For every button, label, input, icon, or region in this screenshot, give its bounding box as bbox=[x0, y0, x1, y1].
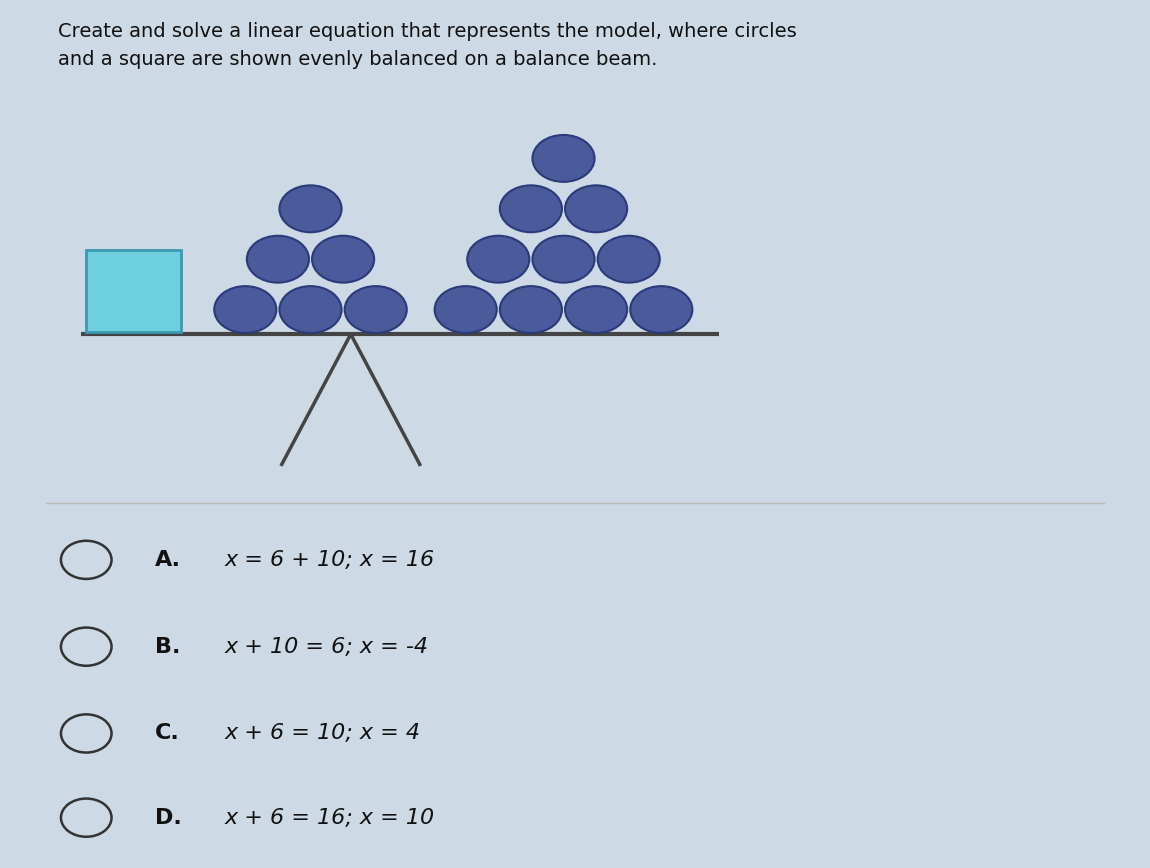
Text: x = 6 + 10; x = 16: x = 6 + 10; x = 16 bbox=[224, 549, 435, 570]
Ellipse shape bbox=[565, 186, 627, 233]
Text: C.: C. bbox=[155, 723, 181, 744]
Ellipse shape bbox=[345, 286, 407, 333]
Ellipse shape bbox=[435, 286, 497, 333]
Text: x + 10 = 6; x = -4: x + 10 = 6; x = -4 bbox=[224, 636, 428, 657]
Text: x + 6 = 10; x = 4: x + 6 = 10; x = 4 bbox=[224, 723, 420, 744]
Ellipse shape bbox=[630, 286, 692, 333]
Ellipse shape bbox=[279, 286, 342, 333]
Ellipse shape bbox=[312, 236, 374, 283]
Text: A.: A. bbox=[155, 549, 182, 570]
Ellipse shape bbox=[279, 186, 342, 233]
Ellipse shape bbox=[500, 286, 562, 333]
Ellipse shape bbox=[598, 236, 660, 283]
Ellipse shape bbox=[532, 236, 595, 283]
Text: x + 6 = 16; x = 10: x + 6 = 16; x = 10 bbox=[224, 807, 435, 828]
Ellipse shape bbox=[565, 286, 627, 333]
Ellipse shape bbox=[467, 236, 529, 283]
Text: D.: D. bbox=[155, 807, 182, 828]
Ellipse shape bbox=[532, 135, 595, 182]
Text: Create and solve a linear equation that represents the model, where circles
and : Create and solve a linear equation that … bbox=[58, 22, 796, 69]
Ellipse shape bbox=[247, 236, 309, 283]
Ellipse shape bbox=[214, 286, 276, 333]
Ellipse shape bbox=[500, 186, 562, 233]
Bar bbox=[86, 250, 181, 332]
Text: B.: B. bbox=[155, 636, 181, 657]
